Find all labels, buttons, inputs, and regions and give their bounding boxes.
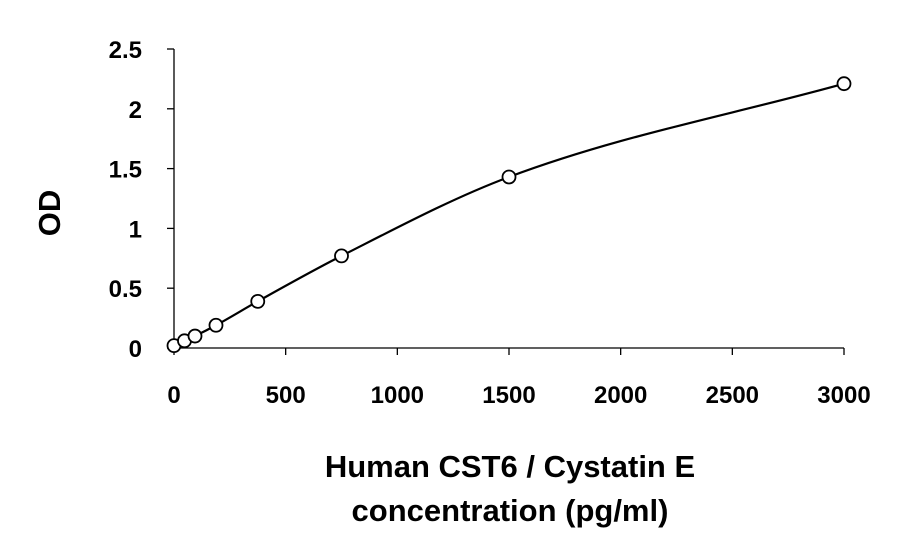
data-point (250, 293, 266, 309)
x-axis-ticks: 0 500 1000 1500 2000 2500 3000 (167, 348, 871, 409)
x-tick-label: 2500 (706, 382, 759, 409)
y-tick-label: 1 (129, 216, 142, 243)
x-tick-label: 1000 (371, 382, 424, 409)
data-point (501, 169, 517, 185)
data-point (208, 317, 224, 333)
data-point (836, 76, 852, 92)
x-tick-label: 0 (167, 382, 180, 409)
x-axis-title-line-2: concentration (pg/ml) (352, 493, 669, 528)
y-axis-title: OD (32, 190, 67, 237)
y-tick-label: 1.5 (109, 157, 142, 184)
y-tick-label: 0.5 (109, 276, 142, 303)
y-axis-ticks: 0 0.5 1 1.5 2 2.5 (109, 37, 174, 363)
x-tick-label: 1500 (482, 382, 535, 409)
x-tick-label: 500 (266, 382, 306, 409)
fit-curve (173, 82, 845, 347)
y-tick-label: 2 (129, 97, 142, 124)
data-point (187, 328, 203, 344)
y-tick-label: 0 (129, 336, 142, 363)
x-tick-label: 3000 (817, 382, 870, 409)
data-point (334, 248, 349, 264)
y-tick-label: 2.5 (109, 37, 142, 64)
data-points (166, 76, 852, 354)
x-axis-title-line-1: Human CST6 / Cystatin E (325, 449, 695, 484)
axes (173, 49, 844, 349)
x-tick-label: 2000 (594, 382, 647, 409)
